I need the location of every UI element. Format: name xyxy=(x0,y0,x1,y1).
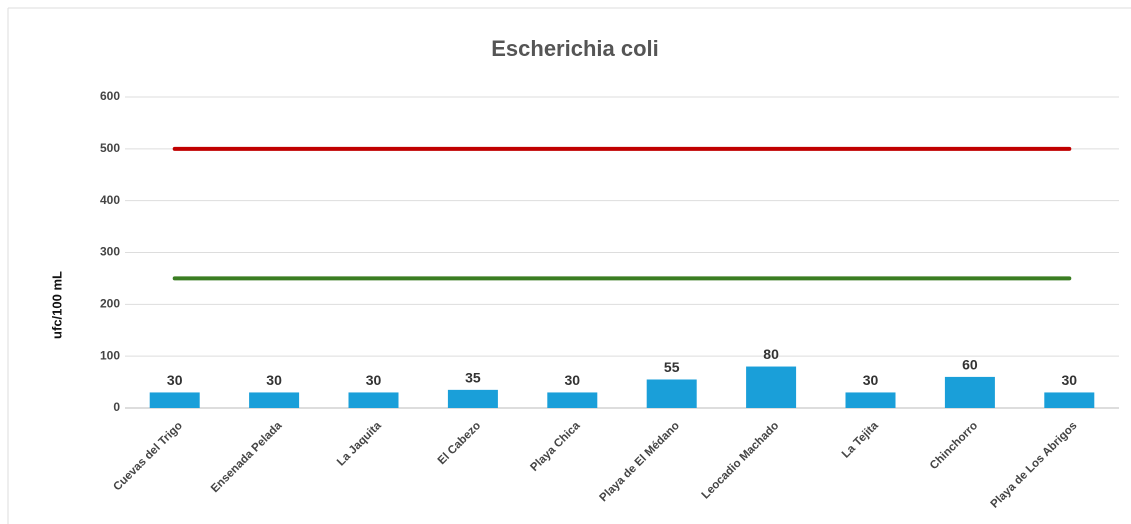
x-tick-label: La Jaquita xyxy=(335,419,384,468)
value-label: 30 xyxy=(167,372,183,388)
value-label: 30 xyxy=(1062,372,1078,388)
x-tick-label: Playa Chica xyxy=(528,419,583,474)
x-tick-label: Playa de El Médano xyxy=(598,420,682,504)
value-label: 80 xyxy=(763,346,779,362)
y-tick-label: 600 xyxy=(100,89,120,103)
y-axis-label: ufc/100 mL xyxy=(49,271,64,339)
value-label: 30 xyxy=(565,372,581,388)
y-tick-label: 400 xyxy=(100,193,120,207)
value-label: 30 xyxy=(366,372,382,388)
bar xyxy=(646,379,697,408)
x-tick-label: Cuevas del Trigo xyxy=(111,420,185,494)
x-tick-label: El Cabezo xyxy=(436,420,483,467)
bar xyxy=(547,392,598,408)
value-label: 30 xyxy=(863,372,879,388)
x-tick-label: Chinchorro xyxy=(928,420,980,472)
value-label: 55 xyxy=(664,359,680,375)
y-tick-label: 0 xyxy=(113,400,120,414)
bar xyxy=(944,376,995,408)
bar xyxy=(746,366,797,408)
bar xyxy=(348,392,399,408)
value-label: 60 xyxy=(962,357,978,373)
value-label: 30 xyxy=(266,372,282,388)
y-tick-label: 500 xyxy=(100,141,120,155)
x-tick-label: Leocadio Machado xyxy=(700,420,782,502)
bar xyxy=(1044,392,1095,408)
y-tick-label: 200 xyxy=(100,297,120,311)
x-tick-label: Playa de Los Abrigos xyxy=(989,420,1080,511)
y-tick-label: 300 xyxy=(100,245,120,259)
x-tick-label: Ensenada Pelada xyxy=(209,419,285,495)
y-tick-label: 100 xyxy=(100,348,120,362)
value-label: 35 xyxy=(465,370,481,386)
bar xyxy=(845,392,896,408)
chart-title: Escherichia coli xyxy=(491,36,659,61)
bar xyxy=(149,392,200,408)
x-tick-label: La Tejita xyxy=(840,419,881,460)
bar xyxy=(249,392,300,408)
bar xyxy=(447,389,498,408)
